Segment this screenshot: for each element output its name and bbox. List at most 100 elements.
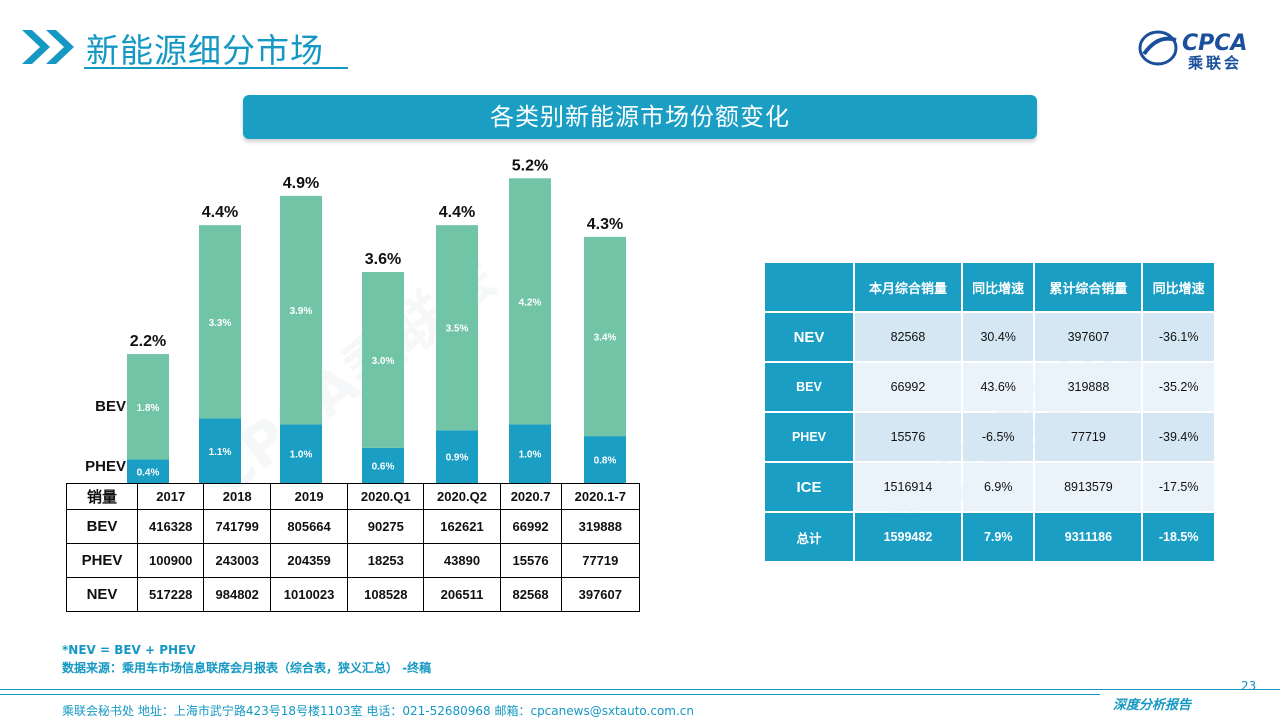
table-cell: 43.6% [962, 363, 1034, 411]
table-cell: 206511 [423, 577, 501, 612]
source-note: 数据来源：乘用车市场信息联席会月报表（综合表，狭义汇总） -终稿 [62, 661, 432, 675]
table-cell: 100900 [136, 543, 205, 578]
row-label: NEV [66, 577, 138, 612]
row-label: ICE [765, 463, 853, 511]
bar-bev [436, 225, 478, 431]
table-cell: 805664 [269, 509, 349, 544]
data-label-total: 5.2% [512, 157, 548, 174]
monthly-sales-table: 本月综合销量 同比增速 累计综合销量 同比增速 NEV 82568 30.4% … [763, 261, 1216, 563]
row-label: PHEV [765, 413, 853, 461]
column-header: 2020.1-7 [560, 483, 641, 510]
table-cell: 1010023 [269, 577, 349, 612]
table-cell: 741799 [203, 509, 271, 544]
bar-bev [509, 178, 551, 425]
table-cell: 82568 [499, 577, 562, 612]
row-label: BEV [765, 363, 853, 411]
data-label-total: 4.9% [283, 175, 319, 192]
data-label-bev: 4.2% [519, 297, 542, 308]
column-header: 本月综合销量 [855, 263, 961, 311]
data-label-phev: 1.1% [209, 447, 232, 458]
table-cell: 43890 [423, 543, 501, 578]
row-label: NEV [765, 313, 853, 361]
table-cell: 108528 [347, 577, 425, 612]
column-header: 2019 [269, 483, 349, 510]
data-label-phev: 0.6% [372, 461, 395, 472]
table-cell: -36.1% [1143, 313, 1214, 361]
page-title: 新能源细分市场 [86, 31, 324, 70]
report-label: 深度分析报告 [1113, 698, 1192, 713]
data-label-bev: 3.9% [290, 306, 313, 317]
share-bar-chart: BEV PHEV 0.4% 1.8% 2.2% 1.1% 3.3% 4.4% 1.0% 3.9% 4… [85, 157, 626, 483]
logo-text: CPCA [1182, 31, 1247, 56]
sales-table: 销量 2017 2018 2019 2020.Q1 2020.Q2 2020.7… [66, 483, 641, 612]
data-label-total: 4.3% [587, 216, 623, 233]
bar-phev [280, 424, 322, 483]
table-cell: 6.9% [962, 463, 1034, 511]
table-cell: 243003 [203, 543, 271, 578]
table-cell: 77719 [1035, 413, 1142, 461]
data-label-bev: 1.8% [137, 403, 160, 414]
table-cell: -35.2% [1143, 363, 1214, 411]
footer-address: 乘联会秘书处 地址：上海市武宁路423号18号楼1103室 电话：021-526… [62, 704, 695, 718]
data-label-phev: 0.4% [137, 467, 160, 478]
column-header: 累计综合销量 [1035, 263, 1142, 311]
series-label-bev: BEV [95, 398, 126, 415]
bar-bev [127, 354, 169, 460]
table-row: PHEV 15576 -6.5% 77719 -39.4% [765, 413, 1214, 461]
column-header: 2020.7 [499, 483, 562, 510]
chevron-right-icon [22, 30, 74, 64]
table-cell: 397607 [560, 577, 641, 612]
logo-cn-text: 乘联会 [1188, 54, 1243, 72]
table-cell: 517228 [136, 577, 205, 612]
table-cell: 9311186 [1035, 513, 1142, 561]
table-cell: 204359 [269, 543, 349, 578]
table-cell: 15576 [855, 413, 961, 461]
bar-phev [509, 424, 551, 483]
table-cell: 30.4% [962, 313, 1034, 361]
bar-phev [362, 447, 404, 483]
section-banner: 各类别新能源市场份额变化 [243, 95, 1037, 139]
data-label-total: 3.6% [365, 251, 401, 268]
table-row: NEV 517228 984802 1010023 108528 206511 … [66, 577, 641, 612]
data-label-phev: 0.8% [594, 456, 617, 467]
table-cell: 397607 [1035, 313, 1142, 361]
table-cell: 984802 [203, 577, 271, 612]
bar-bev [362, 272, 404, 448]
table-cell: 1599482 [855, 513, 961, 561]
table-cell: -18.5% [1143, 513, 1214, 561]
bar-bev [280, 195, 322, 425]
title-underline [84, 67, 348, 69]
column-header: 同比增速 [962, 263, 1034, 311]
table-cell: 90275 [347, 509, 425, 544]
table-cell: -39.4% [1143, 413, 1214, 461]
column-header [765, 263, 853, 311]
bar-bev [199, 225, 241, 419]
table-row: PHEV 100900 243003 204359 18253 43890 15… [66, 543, 641, 578]
table-row: BEV 416328 741799 805664 90275 162621 66… [66, 509, 641, 544]
table-cell: 416328 [136, 509, 205, 544]
bar-phev [199, 418, 241, 483]
column-header: 2020.Q2 [423, 483, 501, 510]
series-label-phev: PHEV [85, 458, 126, 475]
table-cell: 7.9% [962, 513, 1034, 561]
table-cell: 18253 [347, 543, 425, 578]
page-number: 23 [1241, 679, 1257, 693]
data-label-total: 4.4% [202, 204, 238, 221]
table-cell: 8913579 [1035, 463, 1142, 511]
row-label: 总计 [765, 513, 853, 561]
table-cell: 66992 [499, 509, 562, 544]
data-label-phev: 0.9% [446, 453, 469, 464]
column-header: 2017 [136, 483, 205, 510]
table-row: NEV 82568 30.4% 397607 -36.1% [765, 313, 1214, 361]
table-row: ICE 1516914 6.9% 8913579 -17.5% [765, 463, 1214, 511]
table-cell: 15576 [499, 543, 562, 578]
row-label: PHEV [66, 543, 138, 578]
table-cell: 1516914 [855, 463, 961, 511]
total-row: 总计 1599482 7.9% 9311186 -18.5% [765, 513, 1214, 561]
table-cell: 319888 [1035, 363, 1142, 411]
column-header: 同比增速 [1143, 263, 1214, 311]
table-cell: -6.5% [962, 413, 1034, 461]
data-label-total: 4.4% [439, 204, 475, 221]
data-label-total: 2.2% [130, 333, 166, 350]
data-label-bev: 3.5% [446, 324, 469, 335]
